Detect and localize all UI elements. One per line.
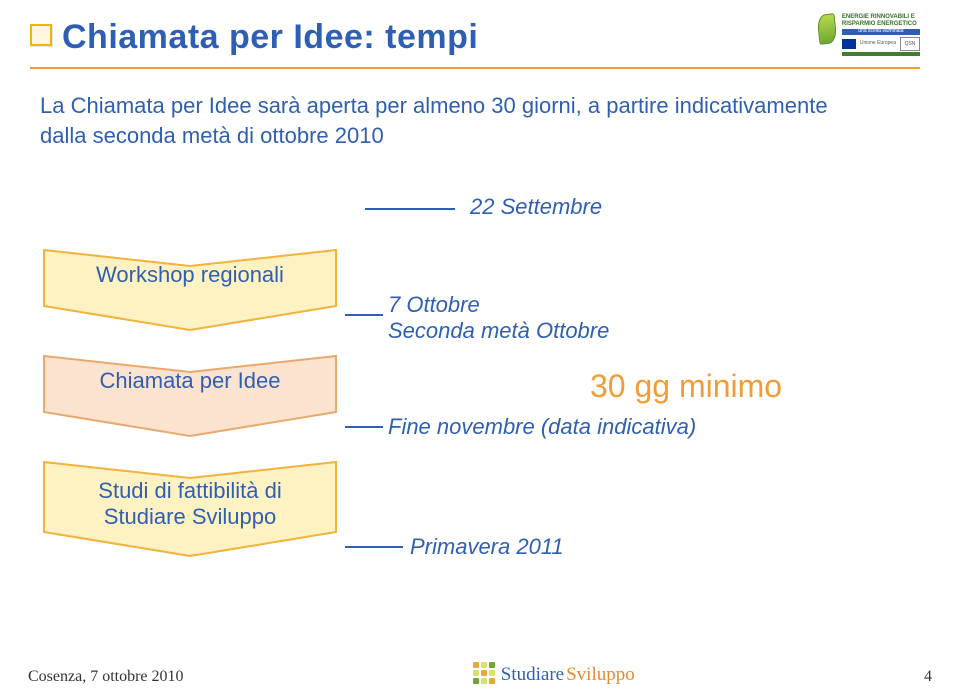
- brand-part-b: Sviluppo: [566, 664, 635, 686]
- chevron-label: Chiamata per Idee: [40, 368, 340, 393]
- date-mid2: Seconda metà Ottobre: [388, 318, 609, 343]
- date-pre: 22 Settembre: [470, 194, 602, 219]
- connector-line: [345, 314, 383, 316]
- date-final: Primavera 2011: [410, 534, 564, 559]
- chevron-studi: Studi di fattibilità di Studiare Svilupp…: [40, 458, 340, 558]
- slide: Chiamata per Idee: tempi ENERGIE RINNOVA…: [0, 0, 960, 700]
- chevron-label: Studi di fattibilità di Studiare Svilupp…: [40, 478, 340, 529]
- highlight-duration: 30 gg minimo: [590, 368, 782, 405]
- chevron-chiamata: Chiamata per Idee: [40, 352, 340, 434]
- footer: Cosenza, 7 ottobre 2010 StudiareSviluppo…: [0, 662, 960, 686]
- page-number: 4: [924, 668, 932, 686]
- footer-brand: StudiareSviluppo: [473, 662, 635, 686]
- connector-line: [365, 208, 455, 210]
- date-mid1: 7 Ottobre: [388, 292, 480, 317]
- header: Chiamata per Idee: tempi ENERGIE RINNOVA…: [30, 18, 920, 57]
- footer-location-date: Cosenza, 7 ottobre 2010: [28, 668, 184, 686]
- connector-line: [345, 546, 403, 548]
- connector-line: [345, 426, 383, 428]
- leaf-icon: [816, 13, 837, 45]
- title-wrap: Chiamata per Idee: tempi: [30, 18, 478, 57]
- chevron-workshop: Workshop regionali: [40, 246, 340, 328]
- brand-dots-icon: [473, 662, 495, 684]
- eu-flag-icon: [842, 39, 856, 49]
- timeline-diagram: 22 Settembre Workshop regionali Chiamata…: [30, 178, 920, 568]
- brand-part-a: Studiare: [501, 664, 564, 686]
- chevron-stack: Workshop regionali Chiamata per Idee Stu…: [40, 246, 350, 582]
- title-bullet-icon: [30, 24, 52, 46]
- program-logo-text: ENERGIE RINNOVABILI ERISPARMIO ENERGETIC…: [842, 14, 920, 56]
- date-post-chiamata: Fine novembre (data indicativa): [388, 414, 696, 439]
- qsn-icon: QSN: [900, 37, 920, 51]
- title-underline: [30, 67, 920, 69]
- chevron-shape-icon: [40, 352, 340, 440]
- page-title: Chiamata per Idee: tempi: [62, 18, 478, 57]
- header-logos: ENERGIE RINNOVABILI ERISPARMIO ENERGETIC…: [818, 14, 920, 56]
- subtitle-text: La Chiamata per Idee sarà aperta per alm…: [30, 91, 920, 150]
- chevron-shape-icon: [40, 246, 340, 334]
- chevron-label: Workshop regionali: [40, 262, 340, 287]
